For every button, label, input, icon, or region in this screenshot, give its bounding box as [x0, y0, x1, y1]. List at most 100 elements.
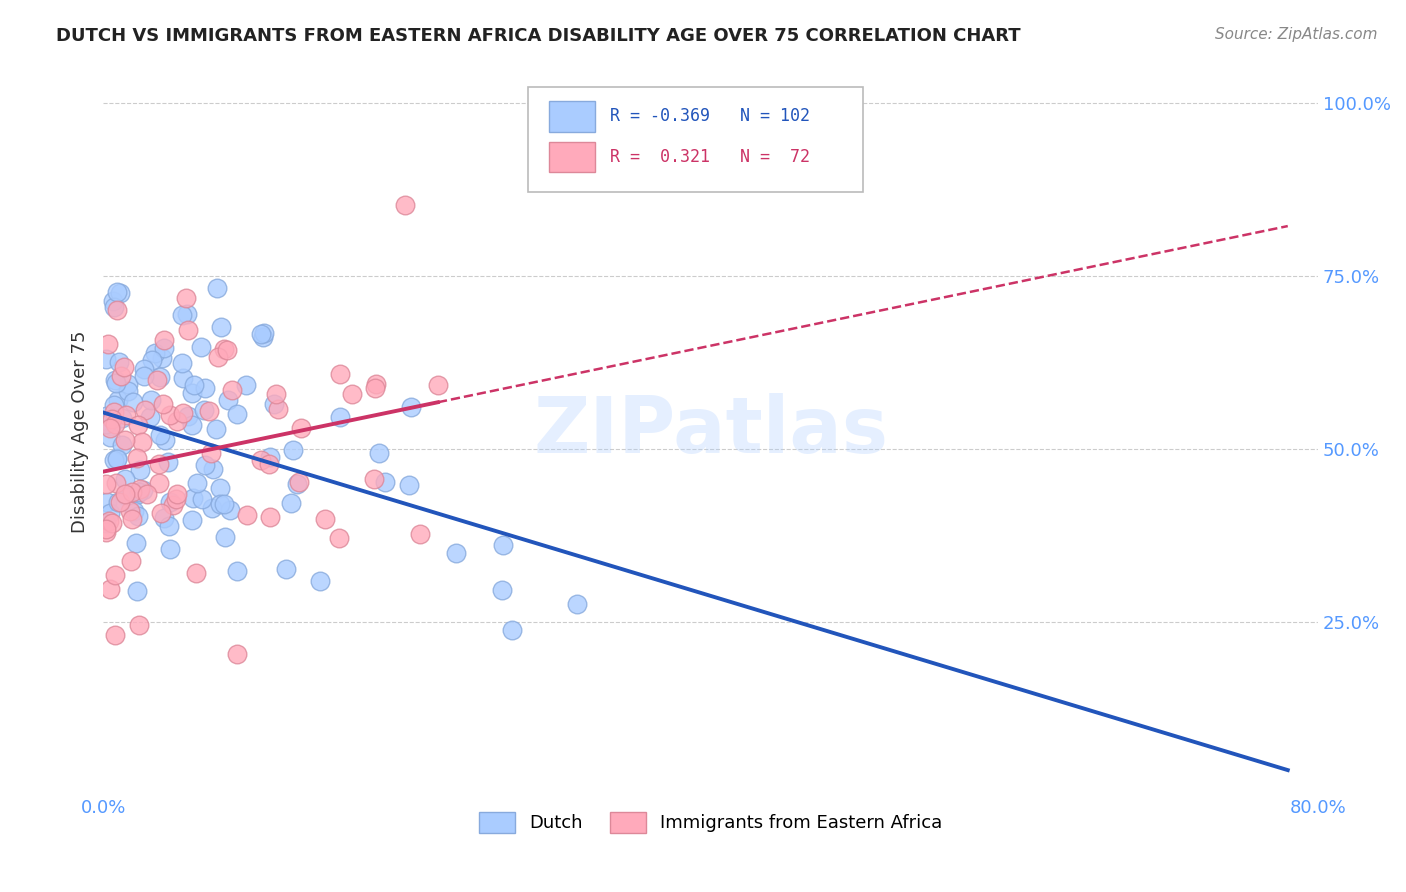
Point [181, 417, 204, 432]
Point [148, 457, 170, 471]
Point [374, 475, 396, 489]
Point [101, 294, 124, 309]
Point [108, 495, 131, 509]
Point [112, 360, 135, 375]
Point [120, 503, 142, 517]
Point [194, 381, 217, 395]
Point [149, 506, 172, 520]
Point [177, 323, 200, 337]
Point [280, 496, 302, 510]
Point [152, 397, 174, 411]
Point [103, 404, 125, 418]
Point [96, 477, 118, 491]
FancyBboxPatch shape [529, 87, 862, 192]
Point [125, 536, 148, 550]
Point [444, 546, 467, 560]
Point [183, 378, 205, 392]
Point [250, 327, 273, 342]
Point [364, 381, 387, 395]
Point [105, 452, 128, 467]
Point [235, 378, 257, 392]
Point [122, 395, 145, 409]
Point [181, 386, 204, 401]
Text: ZIPatlas: ZIPatlas [533, 393, 889, 469]
Text: R = -0.369   N = 102: R = -0.369 N = 102 [610, 107, 810, 126]
Point [177, 409, 200, 423]
Point [252, 330, 274, 344]
Point [214, 530, 236, 544]
Point [125, 488, 148, 502]
Point [115, 489, 138, 503]
Point [121, 511, 143, 525]
Point [105, 302, 128, 317]
Point [501, 624, 523, 638]
Point [226, 408, 249, 422]
Point [121, 485, 143, 500]
Point [250, 452, 273, 467]
Point [103, 398, 125, 412]
Point [259, 450, 281, 465]
Point [166, 414, 188, 428]
Point [491, 583, 513, 598]
Point [166, 487, 188, 501]
Point [342, 387, 364, 401]
Point [253, 326, 276, 340]
Point [101, 411, 124, 425]
Point [221, 383, 243, 397]
Point [226, 647, 249, 661]
Point [162, 499, 184, 513]
FancyBboxPatch shape [548, 142, 595, 172]
Point [209, 320, 232, 334]
Point [170, 356, 193, 370]
Point [107, 495, 129, 509]
Point [225, 564, 247, 578]
Point [127, 417, 149, 432]
Point [208, 482, 231, 496]
FancyBboxPatch shape [548, 101, 595, 132]
Point [266, 386, 288, 401]
Point [110, 411, 132, 425]
Point [107, 392, 129, 407]
Point [212, 343, 235, 357]
Point [153, 341, 176, 355]
Point [274, 562, 297, 576]
Point [159, 408, 181, 422]
Point [166, 492, 188, 507]
Point [398, 477, 420, 491]
Point [141, 352, 163, 367]
Point [191, 492, 214, 507]
Point [135, 487, 157, 501]
Point [114, 434, 136, 448]
Point [190, 340, 212, 354]
Point [219, 502, 242, 516]
Legend: Dutch, Immigrants from Eastern Africa: Dutch, Immigrants from Eastern Africa [471, 805, 950, 839]
Point [204, 421, 226, 435]
Point [132, 483, 155, 498]
Point [368, 446, 391, 460]
Point [159, 495, 181, 509]
Point [96, 516, 118, 530]
Point [104, 417, 127, 432]
Point [236, 508, 259, 523]
Point [103, 453, 125, 467]
Point [153, 334, 176, 348]
Point [108, 286, 131, 301]
Point [194, 458, 217, 472]
Point [104, 376, 127, 391]
Point [125, 584, 148, 599]
Point [172, 371, 194, 385]
Point [105, 450, 128, 465]
Point [181, 491, 204, 505]
Point [132, 362, 155, 376]
Point [181, 514, 204, 528]
Point [159, 541, 181, 556]
Point [98, 506, 121, 520]
Point [212, 497, 235, 511]
Point [131, 435, 153, 450]
Point [97, 514, 120, 528]
Point [267, 402, 290, 417]
Point [207, 350, 229, 364]
Point [186, 476, 208, 491]
Point [363, 472, 385, 486]
Point [104, 628, 127, 642]
